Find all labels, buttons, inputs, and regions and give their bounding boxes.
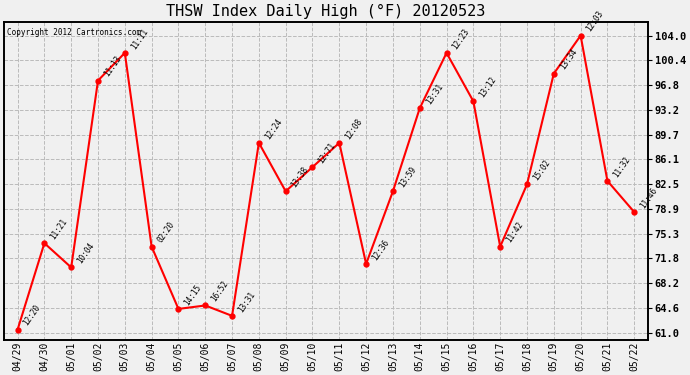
Text: 11:46: 11:46: [638, 186, 659, 210]
Text: 15:02: 15:02: [531, 158, 552, 182]
Text: 10:04: 10:04: [75, 241, 96, 265]
Text: 16:52: 16:52: [210, 279, 230, 303]
Text: 12:36: 12:36: [371, 238, 391, 262]
Text: 11:13: 11:13: [102, 54, 123, 78]
Text: 12:20: 12:20: [22, 303, 42, 327]
Text: 13:34: 13:34: [558, 47, 579, 72]
Text: 13:38: 13:38: [290, 165, 310, 189]
Text: 14:15: 14:15: [183, 283, 204, 307]
Text: 13:12: 13:12: [477, 75, 498, 99]
Text: 12:08: 12:08: [344, 117, 364, 141]
Text: 13:59: 13:59: [397, 165, 417, 189]
Text: 12:23: 12:23: [451, 27, 471, 51]
Text: 11:21: 11:21: [48, 217, 69, 241]
Text: 11:42: 11:42: [504, 220, 525, 245]
Title: THSW Index Daily High (°F) 20120523: THSW Index Daily High (°F) 20120523: [166, 4, 486, 19]
Text: 12:71: 12:71: [317, 141, 337, 165]
Text: 13:31: 13:31: [236, 290, 257, 314]
Text: 13:31: 13:31: [424, 82, 444, 106]
Text: Copyright 2012 Cartronics.com: Copyright 2012 Cartronics.com: [8, 28, 141, 37]
Text: 12:03: 12:03: [585, 9, 605, 33]
Text: 11:32: 11:32: [611, 154, 632, 179]
Text: 11:11: 11:11: [129, 27, 150, 51]
Text: 12:24: 12:24: [263, 117, 284, 141]
Text: 02:20: 02:20: [156, 220, 177, 245]
